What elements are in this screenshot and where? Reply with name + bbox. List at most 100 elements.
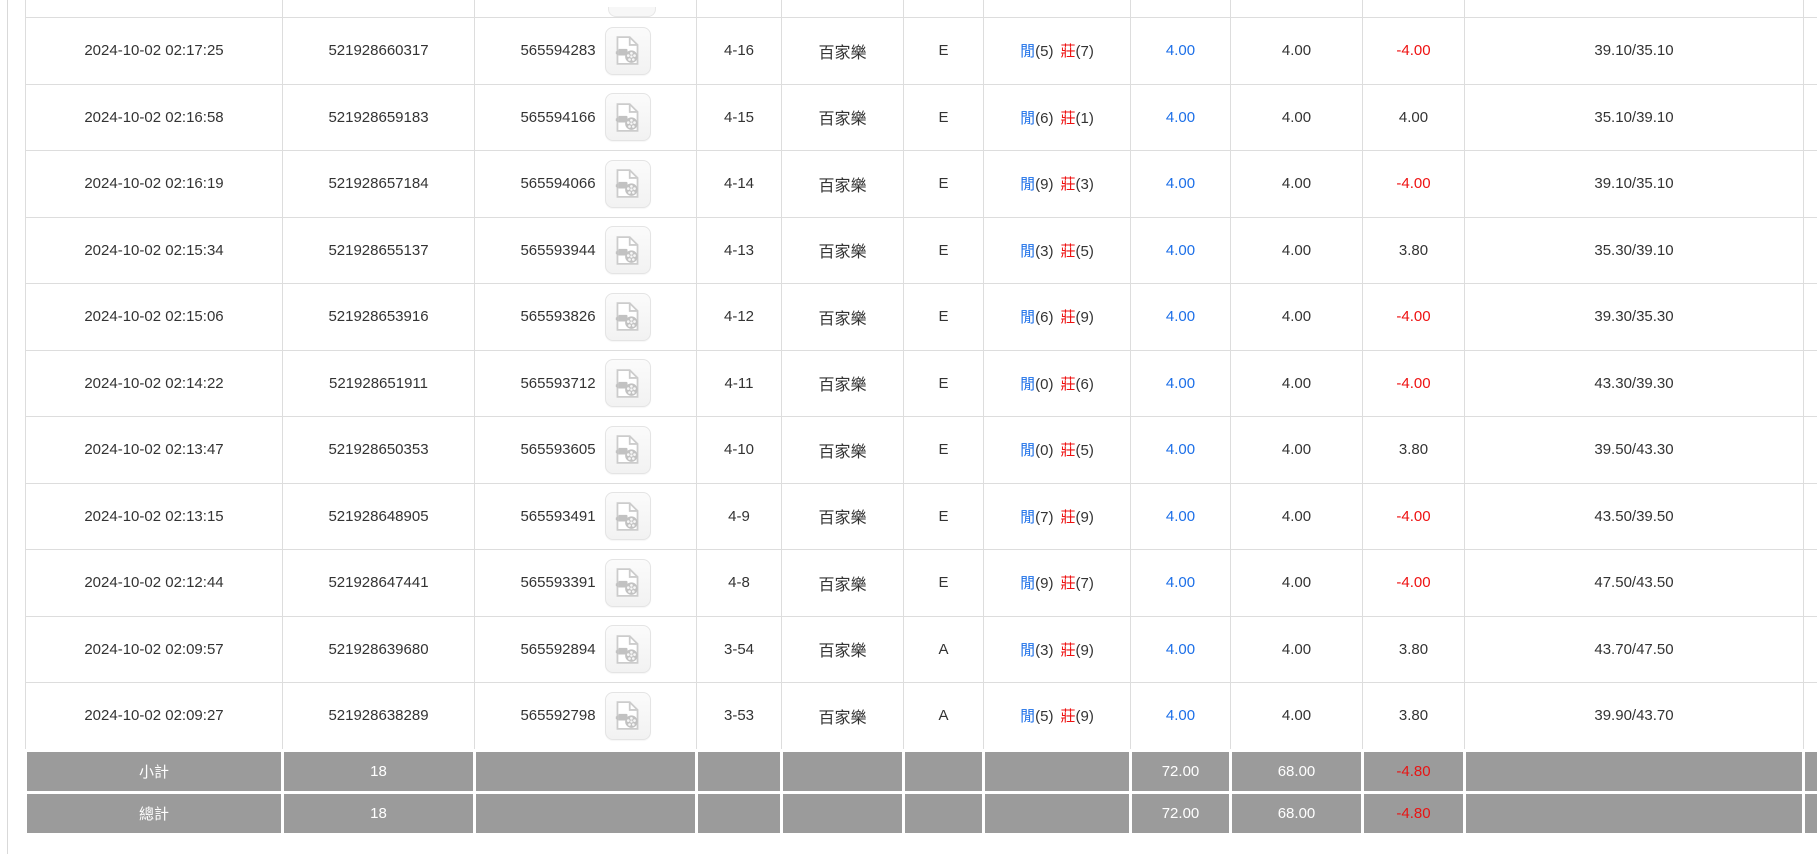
total-valid: 68.00 [1229,790,1364,836]
player-result-points: (3) [1035,641,1054,659]
table-row: 2024-10-02 02:16:19 521928657184 5655940… [25,150,1817,218]
valid-amount-cell: 4.00 [1230,482,1363,550]
valid-amount-cell: 4.00 [1230,83,1363,151]
player-result-label: 閒 [1020,309,1036,327]
table-round-cell: 4-12 [696,283,782,351]
winloss-cell: -4.00 [1362,349,1465,417]
banker-result-label: 莊 [1060,575,1076,593]
banker-result-points: (5) [1075,442,1094,460]
bet-id-cell: 521928655137 [282,216,475,284]
video-replay-button[interactable] [604,26,651,75]
table-row: 2024-10-02 02:15:06 521928653916 5655938… [25,283,1817,351]
valid-amount-cell: 4.00 [1230,216,1363,284]
valid-amount-cell: 4.00 [1230,549,1363,617]
round-id-cell: 565594066 [474,150,697,218]
round-id-cell: 565593826 [474,283,697,351]
round-id: 565594166 [520,108,596,126]
banker-result-points: (6) [1075,375,1094,393]
balance-cell: 39.90/43.70 [1464,682,1804,751]
banker-result-label: 莊 [1060,309,1076,327]
timestamp-cell: 2024-10-02 02:13:15 [25,482,283,550]
grade-cell: E [903,482,984,550]
video-file-icon [615,568,639,598]
video-replay-button[interactable] [604,292,651,341]
grade-cell: A [903,615,984,683]
table-round-cell: 4-13 [696,216,782,284]
banker-result-label: 莊 [1060,442,1076,460]
player-result-label: 閒 [1020,109,1036,127]
player-result-points: (0) [1035,442,1054,460]
table-round-cell: 4-9 [696,482,782,550]
table-round-cell: 4-10 [696,416,782,484]
bet-amount-cell: 4.00 [1130,150,1231,218]
game-type-cell: 百家樂 [781,549,904,617]
banker-result-label: 莊 [1060,43,1076,61]
round-id-cell: 565594283 [474,17,697,85]
player-result-points: (5) [1035,43,1054,61]
bet-amount-cell: 4.00 [1130,615,1231,683]
winloss-cell: -4.00 [1362,17,1465,85]
round-id: 565594066 [520,175,596,193]
video-replay-button[interactable] [604,425,651,474]
player-result-label: 閒 [1020,641,1036,659]
bet-amount-cell: 4.00 [1130,682,1231,751]
balance-cell: 39.30/35.30 [1464,283,1804,351]
game-type-cell: 百家樂 [781,416,904,484]
winloss-cell: 3.80 [1362,416,1465,484]
balance-cell: 47.50/43.50 [1464,549,1804,617]
winloss-cell: 3.80 [1362,216,1465,284]
video-replay-button-clipped[interactable] [608,7,656,17]
table-round-cell: 4-16 [696,17,782,85]
valid-amount-cell: 4.00 [1230,17,1363,85]
banker-result-points: (9) [1075,708,1094,726]
round-id-cell: 565594166 [474,83,697,151]
video-replay-button[interactable] [604,359,651,408]
table-row: 2024-10-02 02:13:47 521928650353 5655936… [25,416,1817,484]
winloss-cell: -4.00 [1362,549,1465,617]
result-cell: 閒(9) 莊(7) [983,549,1131,617]
round-id: 565594283 [520,42,596,60]
table-round-cell: 3-53 [696,682,782,751]
bet-amount-cell: 4.00 [1130,349,1231,417]
winloss-cell: -4.00 [1362,283,1465,351]
round-id-cell: 565593391 [474,549,697,617]
video-replay-button[interactable] [604,691,651,740]
bet-amount-cell: 4.00 [1130,482,1231,550]
player-result-label: 閒 [1020,242,1036,260]
timestamp-cell: 2024-10-02 02:16:19 [25,150,283,218]
subtotal-label: 小計 [24,748,284,794]
total-label: 總計 [24,790,284,836]
round-id: 565593391 [520,574,596,592]
round-id: 565593491 [520,507,596,525]
table-row: 2024-10-02 02:15:34 521928655137 5655939… [25,216,1817,284]
bet-amount-cell: 4.00 [1130,416,1231,484]
table-row: 2024-10-02 02:09:57 521928639680 5655928… [25,615,1817,683]
video-replay-button[interactable] [604,226,651,275]
round-id-cell: 565592798 [474,682,697,751]
banker-result-label: 莊 [1060,508,1076,526]
balance-cell: 43.30/39.30 [1464,349,1804,417]
winloss-cell: 3.80 [1362,615,1465,683]
video-replay-button[interactable] [604,492,651,541]
player-result-label: 閒 [1020,708,1036,726]
subtotal-row: 小計 18 72.00 68.00 -4.80 [24,748,1817,794]
video-file-icon [615,368,639,398]
timestamp-cell: 2024-10-02 02:12:44 [25,549,283,617]
valid-amount-cell: 4.00 [1230,283,1363,351]
bet-id-cell: 521928648905 [282,482,475,550]
banker-result-label: 莊 [1060,375,1076,393]
round-id: 565593712 [520,374,596,392]
video-replay-button[interactable] [604,625,651,674]
bet-id-cell: 521928659183 [282,83,475,151]
subtotal-winloss: -4.80 [1361,748,1466,794]
player-result-label: 閒 [1020,508,1036,526]
banker-result-points: (3) [1075,176,1094,194]
subtotal-count: 18 [281,748,476,794]
video-replay-button[interactable] [604,558,651,607]
video-replay-button[interactable] [604,159,651,208]
bet-id-cell: 521928657184 [282,150,475,218]
bet-id-cell: 521928650353 [282,416,475,484]
banker-result-label: 莊 [1060,242,1076,260]
video-replay-button[interactable] [604,93,651,142]
balance-cell: 35.10/39.10 [1464,83,1804,151]
